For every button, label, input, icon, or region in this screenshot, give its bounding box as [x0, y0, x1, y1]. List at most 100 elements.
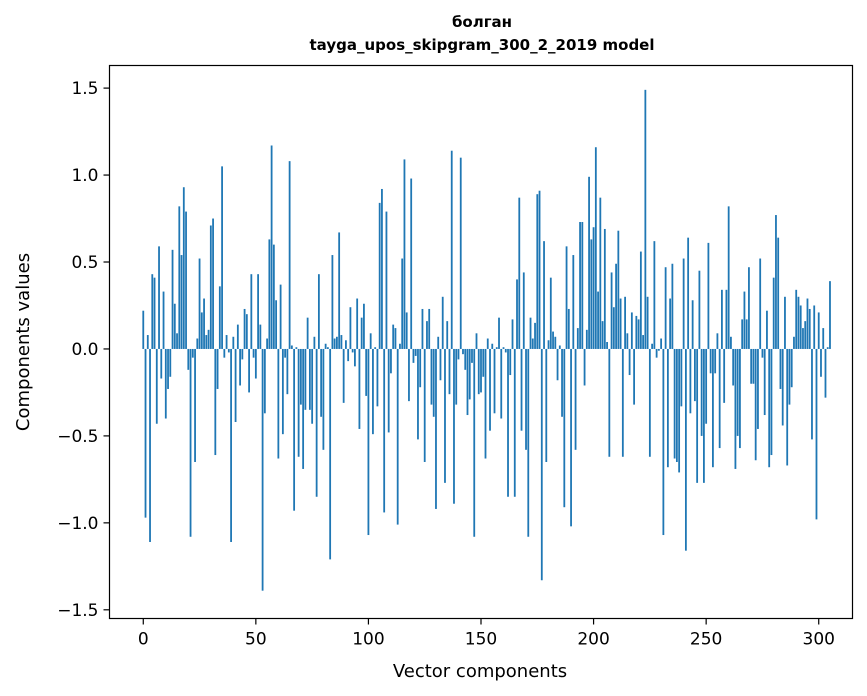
bar-221 — [639, 251, 642, 349]
bar-125 — [423, 348, 426, 462]
bar-179 — [545, 348, 548, 462]
bar-279 — [770, 348, 773, 456]
bar-238 — [678, 348, 681, 473]
bar-222 — [642, 335, 645, 349]
bar-104 — [376, 348, 379, 407]
bar-234 — [669, 298, 672, 349]
bar-193 — [576, 328, 579, 349]
bar-154 — [489, 348, 491, 431]
bar-270 — [750, 348, 753, 384]
bar-300 — [817, 312, 820, 349]
bar-40 — [232, 336, 235, 349]
bar-188 — [565, 246, 568, 349]
bar-296 — [808, 308, 811, 349]
bar-186 — [561, 348, 563, 417]
bar-287 — [788, 348, 791, 405]
bar-223 — [644, 89, 647, 349]
bar-299 — [815, 348, 818, 520]
bar-228 — [655, 348, 658, 358]
bar-213 — [621, 348, 624, 457]
bar-170 — [525, 348, 527, 450]
bar-70 — [299, 348, 302, 405]
bar-207 — [608, 348, 611, 457]
bar-116 — [403, 159, 406, 349]
bar-209 — [612, 307, 615, 349]
bar-97 — [360, 317, 363, 349]
x-axis-ticks: 0 50 100 150 200 250 300 — [138, 618, 835, 650]
bar-157 — [495, 347, 498, 349]
bar-117 — [405, 312, 408, 349]
bar-60 — [277, 348, 280, 459]
chart-title-word: болган — [452, 13, 512, 31]
bar-294 — [804, 321, 807, 349]
bar-190 — [570, 348, 572, 527]
bar-132 — [439, 348, 442, 381]
bar-230 — [660, 338, 663, 349]
bar-155 — [491, 343, 494, 349]
bar-72 — [304, 348, 307, 410]
bar-134 — [444, 348, 446, 483]
bar-1 — [144, 348, 147, 518]
bar-162 — [507, 348, 509, 497]
bar-172 — [529, 317, 532, 349]
bar-133 — [441, 296, 444, 349]
bar-48 — [250, 274, 253, 349]
bar-47 — [248, 348, 250, 393]
bar-75 — [311, 348, 314, 424]
bar-260 — [727, 206, 730, 349]
bar-205 — [603, 228, 606, 349]
x-tick-label: 50 — [245, 630, 267, 650]
bar-203 — [599, 197, 602, 349]
bar-252 — [709, 348, 712, 374]
bar-148 — [475, 333, 478, 349]
bar-69 — [297, 348, 300, 457]
bar-159 — [500, 348, 503, 419]
bar-2 — [146, 335, 149, 349]
bar-199 — [590, 239, 593, 349]
bar-232 — [664, 267, 667, 349]
bar-251 — [707, 242, 710, 349]
plot-frame — [108, 64, 854, 620]
bar-297 — [811, 348, 813, 440]
bar-286 — [786, 348, 789, 466]
bar-152 — [484, 348, 487, 459]
y-tick-label: 0.0 — [71, 340, 98, 360]
bar-79 — [320, 348, 323, 417]
bar-82 — [327, 347, 329, 349]
bar-246 — [696, 348, 699, 483]
bar-220 — [637, 319, 640, 349]
bar-280 — [772, 277, 775, 349]
bar-36 — [223, 348, 226, 358]
bar-249 — [703, 348, 705, 483]
bar-26 — [200, 312, 203, 349]
bar-194 — [579, 222, 581, 349]
bar-166 — [516, 279, 518, 349]
bar-52 — [259, 324, 262, 349]
bar-278 — [768, 348, 771, 468]
bar-42 — [236, 324, 239, 349]
bar-217 — [630, 312, 633, 349]
bar-101 — [369, 333, 372, 349]
bar-98 — [363, 303, 365, 349]
bar-177 — [540, 348, 543, 581]
chart-title-model: tayga_upos_skipgram_300_2_2019 model — [310, 36, 655, 54]
bar-219 — [635, 315, 638, 349]
bar-123 — [419, 348, 422, 388]
bar-110 — [390, 348, 392, 374]
bar-187 — [563, 348, 566, 508]
bar-295 — [806, 298, 809, 349]
bar-171 — [527, 348, 530, 537]
x-tick-label: 250 — [690, 630, 722, 650]
bar-265 — [739, 348, 741, 449]
bar-237 — [675, 348, 678, 462]
bar-242 — [687, 237, 690, 349]
bar-19 — [185, 211, 187, 349]
bar-24 — [196, 338, 199, 349]
x-tick-label: 0 — [138, 630, 149, 650]
bar-245 — [693, 348, 696, 402]
bar-77 — [315, 348, 318, 497]
bar-145 — [468, 348, 471, 400]
bar-258 — [723, 348, 726, 403]
bar-30 — [209, 225, 212, 349]
bar-114 — [399, 343, 401, 349]
